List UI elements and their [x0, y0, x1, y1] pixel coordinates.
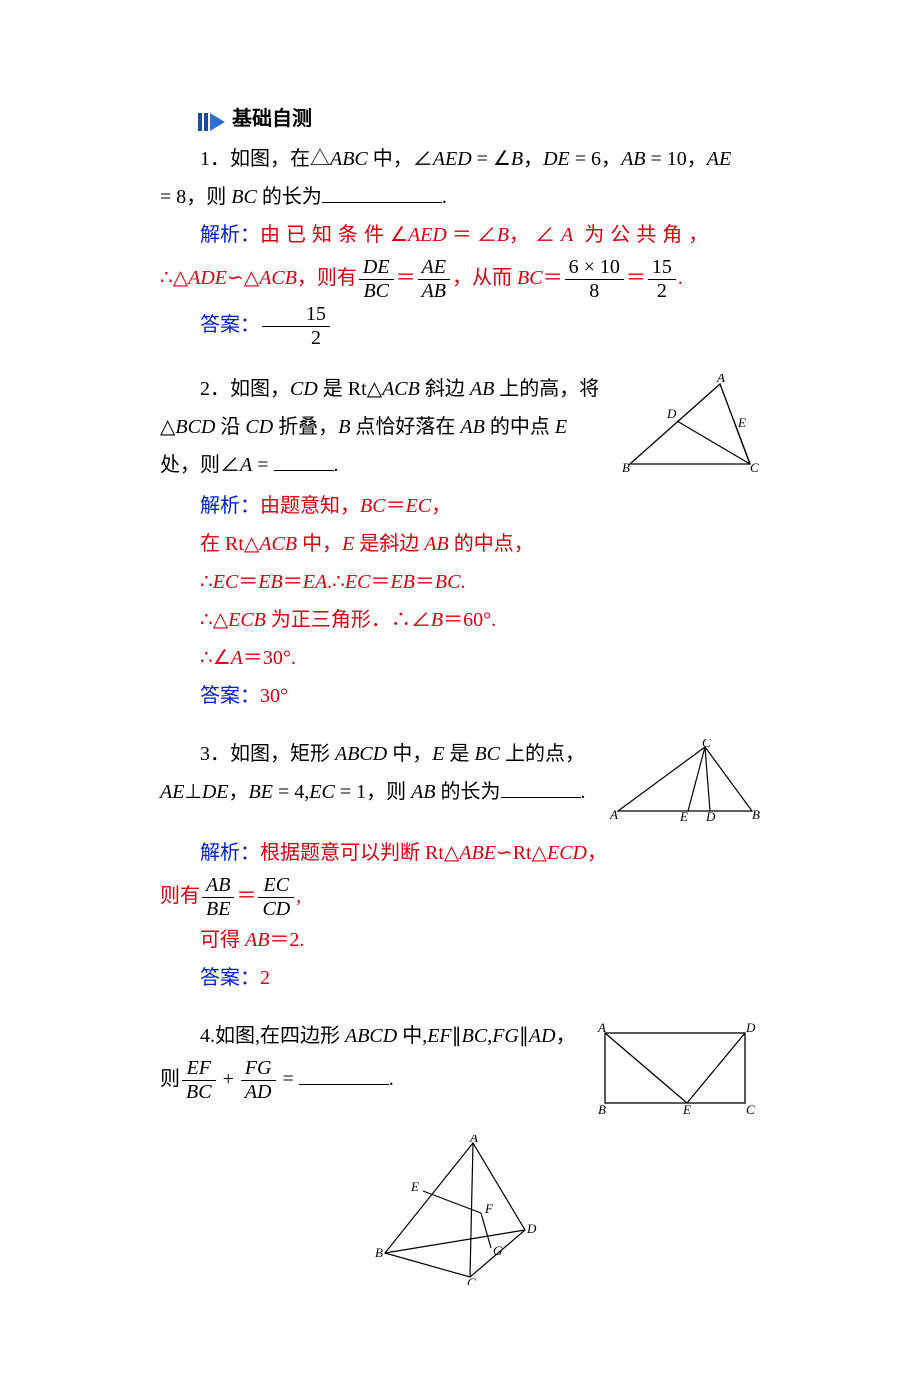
q1-ans: 答案：152: [160, 303, 760, 350]
solution-label: 解析：: [200, 842, 260, 864]
q1-sol1: 解析：由已知条件∠AED ＝ ∠B，∠A 为公共角，: [160, 216, 760, 254]
q2-figure: A B C D E: [620, 374, 760, 487]
svg-text:A: A: [716, 374, 725, 385]
svg-text:E: E: [410, 1179, 419, 1194]
q1-line2: = 8，则 BC 的长为.: [160, 178, 760, 216]
q4-figure-right: A D B C E: [595, 1021, 760, 1129]
solution-label: 解析：: [200, 224, 260, 246]
fraction: 152: [262, 303, 330, 350]
q3-ans: 答案：2: [160, 959, 760, 997]
fraction: 152: [648, 256, 676, 303]
q1-num: 1: [200, 148, 210, 170]
svg-text:G: G: [493, 1243, 503, 1258]
problem-3: C A E D B 3．如图，矩形 ABCD 中，E 是 BC 上的点， AE⊥…: [160, 735, 760, 997]
problem-1: 1．如图，在△ABC 中，∠AED = ∠B，DE = 6，AB = 10，AE…: [160, 140, 760, 350]
q2-s1: 解析：由题意知，BC＝EC，: [160, 487, 760, 525]
svg-text:A: A: [610, 807, 618, 821]
fraction: FGAD: [241, 1057, 276, 1104]
svg-text:D: D: [666, 406, 677, 421]
blank-fill: [501, 777, 581, 798]
svg-text:D: D: [745, 1021, 756, 1035]
problem-4: A D B C E 4.如图,在四边形 ABCD 中,EF∥BC,FG∥AD， …: [160, 1017, 760, 1298]
svg-text:D: D: [526, 1221, 537, 1236]
q4-figure-center: A B C D E F G: [160, 1135, 760, 1298]
svg-text:E: E: [682, 1102, 691, 1116]
fraction: 6 × 108: [565, 256, 624, 303]
q3-s1: 解析：根据题意可以判断 Rt△ABE∽Rt△ECD，: [160, 834, 760, 872]
svg-text:D: D: [705, 809, 716, 821]
answer-label: 答案：: [200, 967, 260, 989]
header-icon: [198, 108, 226, 130]
svg-text:B: B: [375, 1245, 383, 1260]
svg-text:E: E: [679, 809, 688, 821]
svg-text:E: E: [737, 415, 746, 430]
q3-s3: 可得 AB＝2.: [160, 921, 760, 959]
q2-ans: 答案：30°: [160, 677, 760, 715]
fraction: AEAB: [418, 256, 450, 303]
answer-label: 答案：: [200, 685, 260, 707]
svg-text:B: B: [752, 807, 760, 821]
blank-fill: [322, 182, 442, 203]
q3-s2: 则有ABBE＝ECCD,: [160, 872, 760, 921]
svg-text:B: B: [622, 460, 630, 474]
fraction: DEBC: [359, 256, 394, 303]
svg-text:B: B: [598, 1102, 606, 1116]
svg-text:A: A: [469, 1135, 478, 1145]
svg-text:C: C: [467, 1275, 476, 1285]
q2-s5: ∴∠A＝30°.: [160, 639, 760, 677]
section-header: 基础自测: [198, 100, 760, 138]
answer-label: 答案：: [200, 314, 260, 336]
fraction: ABBE: [202, 874, 234, 921]
fraction: EFBC: [182, 1057, 216, 1104]
q2-s2: 在 Rt△ACB 中，E 是斜边 AB 的中点，: [160, 525, 760, 563]
svg-text:F: F: [484, 1201, 494, 1216]
fraction: ECCD: [258, 874, 294, 921]
svg-text:C: C: [746, 1102, 755, 1116]
blank-fill: [299, 1064, 389, 1085]
header-title: 基础自测: [232, 100, 312, 138]
q3-figure: C A E D B: [610, 739, 760, 834]
svg-text:A: A: [597, 1021, 606, 1035]
q1-sol2: ∴△ADE∽△ACB，则有DEBC＝AEAB，从而 BC＝6 × 108＝152…: [160, 254, 760, 303]
svg-text:C: C: [750, 460, 759, 474]
q2-s4: ∴△ECB 为正三角形．∴∠B＝60°.: [160, 601, 760, 639]
q2-s3: ∴EC＝EB＝EA.∴EC＝EB＝BC.: [160, 563, 760, 601]
solution-label: 解析：: [200, 495, 260, 517]
blank-fill: [274, 450, 334, 471]
q1-line1: 1．如图，在△ABC 中，∠AED = ∠B，DE = 6，AB = 10，AE: [160, 140, 760, 178]
problem-2: A B C D E 2．如图，CD 是 Rt△ACB 斜边 AB 上的高，将 △…: [160, 370, 760, 715]
svg-text:C: C: [702, 739, 711, 750]
